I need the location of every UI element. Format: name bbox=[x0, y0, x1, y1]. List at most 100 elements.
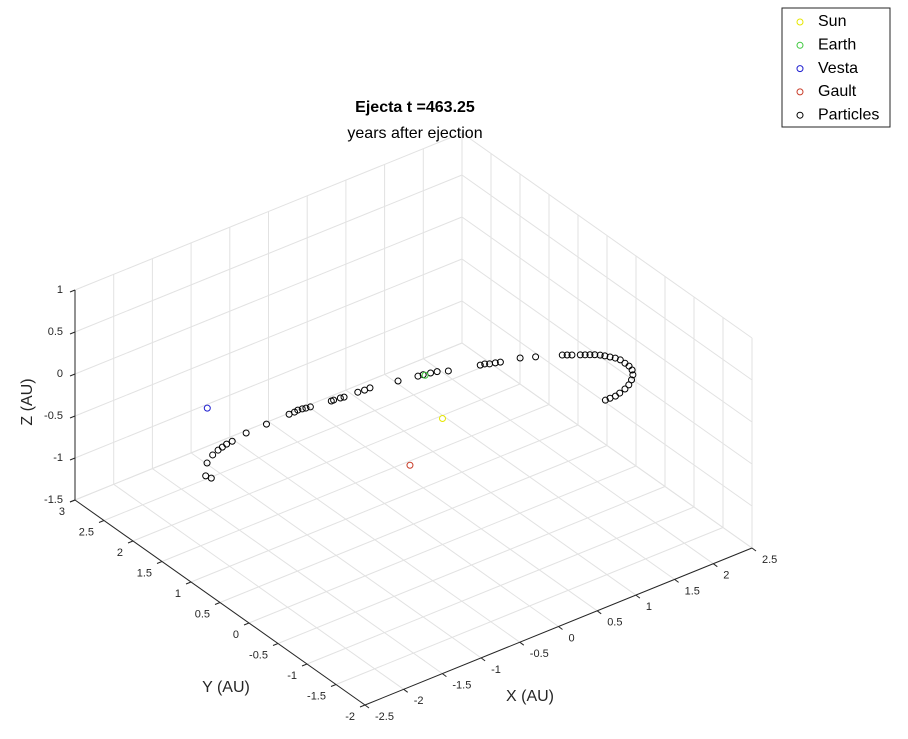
grid-line bbox=[74, 216, 463, 375]
tick-mark bbox=[98, 520, 105, 523]
data-point bbox=[228, 437, 236, 445]
tick-mark bbox=[69, 457, 76, 461]
tick-mark bbox=[272, 643, 279, 646]
y-tick-label: 0.5 bbox=[195, 608, 210, 620]
tick-mark bbox=[185, 581, 192, 585]
z-axis-label: Z (AU) bbox=[19, 378, 36, 425]
z-tick-label: 0.5 bbox=[48, 326, 63, 338]
data-point bbox=[563, 351, 571, 359]
data-point bbox=[336, 394, 344, 402]
data-point bbox=[223, 440, 231, 448]
legend-label: Particles bbox=[818, 106, 879, 123]
data-point bbox=[581, 351, 589, 359]
x-axis-label: X (AU) bbox=[506, 688, 554, 705]
data-point bbox=[433, 368, 441, 376]
z-tick-label: 1 bbox=[57, 284, 63, 296]
data-point bbox=[625, 381, 633, 389]
data-point bbox=[621, 385, 629, 393]
grid-line bbox=[74, 132, 463, 291]
tick-mark bbox=[596, 610, 602, 615]
tick-mark bbox=[712, 563, 718, 568]
data-point bbox=[394, 377, 402, 385]
grid bbox=[74, 132, 753, 706]
grid-line bbox=[277, 486, 666, 644]
legend: Sun Earth Vesta Gault Particles bbox=[781, 7, 891, 128]
data-point bbox=[302, 404, 310, 412]
legend-label: Vesta bbox=[818, 60, 858, 77]
grid-line bbox=[190, 424, 579, 583]
data-point bbox=[532, 353, 540, 361]
data-point bbox=[516, 354, 524, 362]
data-point bbox=[203, 404, 211, 412]
z-tick-label: 0 bbox=[57, 368, 63, 380]
tick-mark bbox=[364, 704, 370, 709]
legend-marker bbox=[796, 88, 804, 96]
x-tick-label: -2.5 bbox=[375, 711, 394, 723]
x-tick-label: -0.5 bbox=[530, 648, 549, 660]
legend-marker bbox=[796, 41, 804, 49]
data-point bbox=[242, 429, 250, 437]
tick-mark bbox=[330, 684, 337, 687]
data-point bbox=[596, 351, 604, 359]
y-tick-label: 2 bbox=[117, 547, 123, 559]
x-tick-label: 0.5 bbox=[607, 617, 622, 629]
tick-mark bbox=[243, 622, 250, 626]
grid-line bbox=[461, 258, 753, 465]
x-tick-label: 2.5 bbox=[762, 554, 777, 566]
y-tick-label: -2 bbox=[345, 711, 355, 723]
data-point bbox=[481, 360, 489, 368]
grid-line bbox=[219, 445, 608, 603]
tick-mark bbox=[69, 499, 76, 503]
y-tick-label: -1.5 bbox=[307, 690, 326, 702]
grid-line bbox=[161, 404, 550, 562]
tick-mark bbox=[69, 331, 76, 335]
tick-mark bbox=[214, 602, 221, 605]
data-point bbox=[628, 366, 636, 374]
grid-line bbox=[103, 363, 492, 521]
tick-mark bbox=[519, 641, 525, 646]
z-tick-label: -1 bbox=[53, 452, 63, 464]
chart-subtitle: years after ejection bbox=[347, 125, 482, 142]
grid-line bbox=[461, 342, 753, 549]
tick-mark bbox=[635, 594, 641, 599]
tick-mark bbox=[403, 688, 409, 693]
y-tick-label: 2.5 bbox=[79, 526, 94, 538]
tick-mark bbox=[127, 540, 134, 544]
tick-mark bbox=[69, 415, 76, 419]
tick-mark bbox=[558, 626, 563, 630]
x-tick-label: 0 bbox=[569, 632, 575, 644]
grid-line bbox=[132, 383, 521, 542]
y-tick-label: -1 bbox=[287, 670, 297, 682]
data-point bbox=[354, 388, 362, 396]
data-point bbox=[476, 361, 484, 369]
y-axis-label: Y (AU) bbox=[202, 679, 250, 696]
x-tick-label: 2 bbox=[723, 570, 729, 582]
data-point bbox=[606, 353, 614, 361]
data-point bbox=[330, 396, 338, 404]
data-point bbox=[629, 371, 637, 379]
plot-area bbox=[202, 351, 637, 482]
grid-line bbox=[461, 132, 753, 339]
legend-box bbox=[781, 7, 891, 128]
data-point bbox=[340, 393, 348, 401]
tick-mark bbox=[359, 704, 366, 708]
chart-title: Ejecta t =463.25 bbox=[355, 99, 475, 116]
data-point bbox=[591, 351, 599, 359]
legend-label: Earth bbox=[818, 37, 856, 54]
grid-line bbox=[461, 300, 753, 507]
y-tick-label: 3 bbox=[59, 506, 65, 518]
data-point bbox=[262, 420, 270, 428]
z-tick-label: -1.5 bbox=[44, 494, 63, 506]
data-point bbox=[606, 394, 614, 402]
tick-mark bbox=[156, 561, 163, 564]
grid-line bbox=[74, 174, 463, 333]
y-tick-label: -0.5 bbox=[249, 649, 268, 661]
data-point bbox=[294, 406, 302, 414]
data-point bbox=[298, 405, 306, 413]
x-tick-label: 1 bbox=[646, 601, 652, 613]
tick-mark bbox=[751, 547, 757, 552]
data-point bbox=[406, 461, 414, 469]
